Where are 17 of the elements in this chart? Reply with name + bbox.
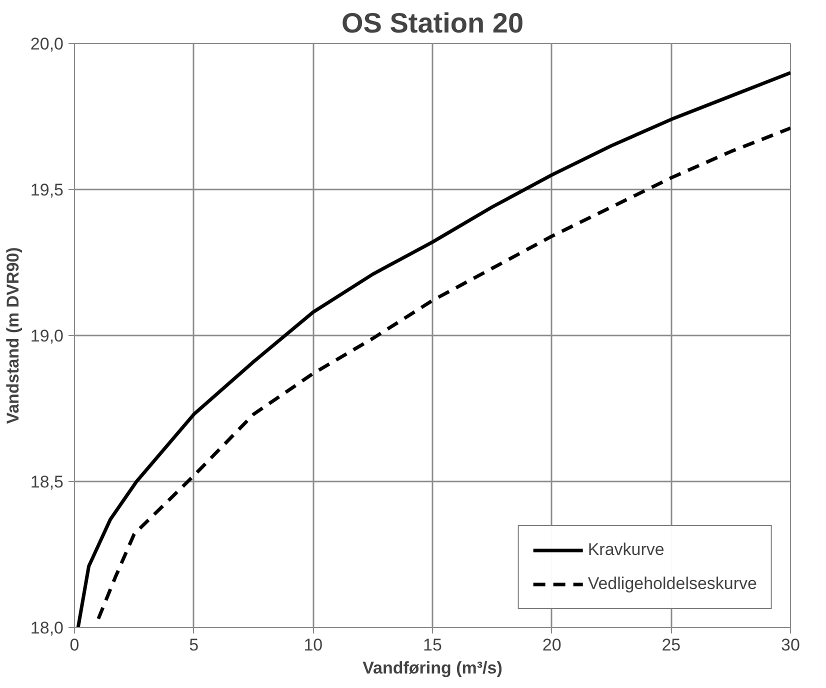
y-axis-title: Vandstand (m DVR90) [3, 247, 22, 424]
y-tick-label: 18,5 [30, 472, 64, 492]
chart-title: OS Station 20 [341, 8, 524, 38]
x-tick-label: 0 [70, 636, 80, 654]
x-tick-label: 15 [423, 636, 442, 654]
y-tick-label: 19,0 [30, 326, 64, 346]
x-tick-label: 30 [781, 636, 800, 654]
y-tick-label: 19,5 [30, 180, 64, 200]
x-tick-label: 20 [542, 636, 562, 654]
y-tick-label: 18,0 [30, 618, 64, 638]
y-tick-label: 20,0 [30, 34, 64, 54]
x-axis-title: Vandføring (m³/s) [362, 658, 502, 678]
x-tick-label: 25 [662, 636, 681, 654]
x-tick-label: 10 [304, 636, 323, 654]
legend-label: Kravkurve [588, 540, 664, 560]
x-tick-label: 5 [189, 636, 199, 654]
legend-label: Vedligeholdelseskurve [588, 574, 757, 594]
